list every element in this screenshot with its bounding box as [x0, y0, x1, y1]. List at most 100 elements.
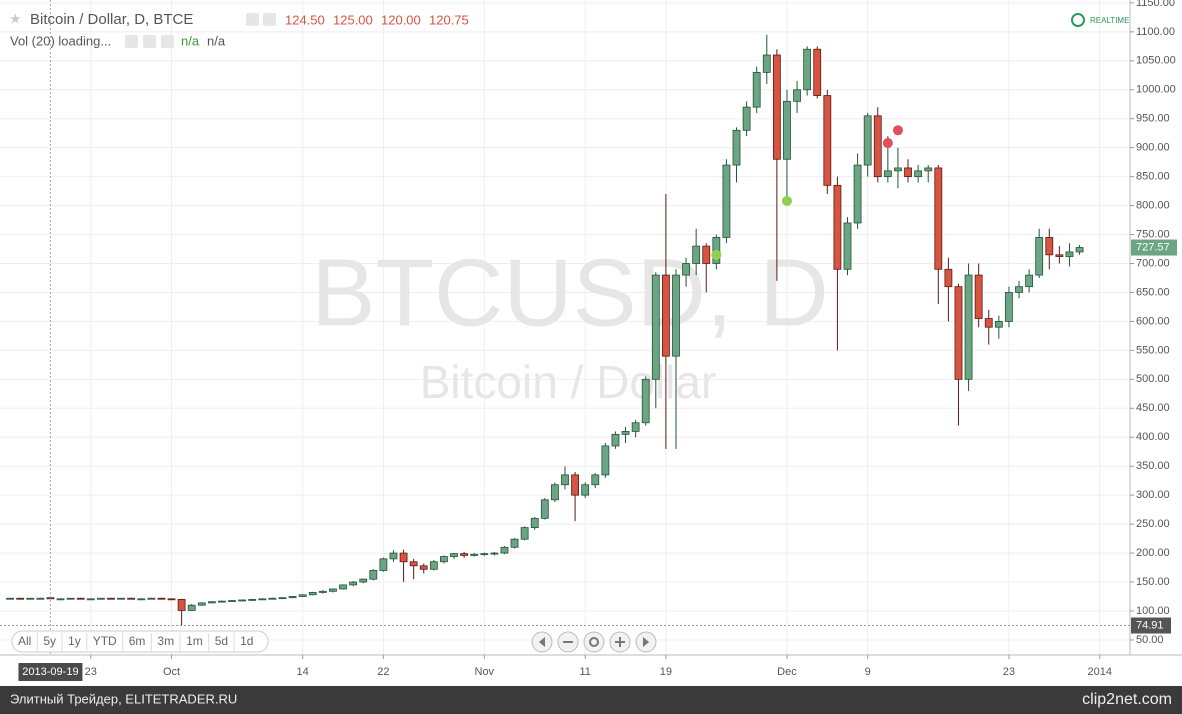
candle-body — [540, 499, 549, 519]
ohlc-open: 124.50 — [285, 12, 325, 27]
y-tick-label: 50.00 — [1136, 634, 1164, 646]
range-button[interactable]: All — [18, 634, 31, 648]
range-button[interactable]: 1m — [186, 634, 203, 648]
range-button[interactable]: 5y — [43, 634, 56, 648]
icon[interactable] — [246, 13, 259, 26]
candle-body — [147, 597, 156, 600]
icon — [563, 641, 573, 643]
ohlc-close: 120.75 — [429, 12, 469, 27]
icon[interactable] — [143, 35, 156, 48]
candle-body — [510, 538, 519, 548]
symbol-title: Bitcoin / Dollar, D, BTCE — [30, 11, 193, 28]
candle-body — [783, 100, 791, 160]
range-button[interactable]: 3m — [157, 634, 174, 648]
y-tick-label: 500.00 — [1136, 373, 1170, 385]
realtime-icon — [1071, 13, 1085, 27]
candle-body — [500, 546, 509, 554]
ohlc-low: 120.00 — [381, 12, 421, 27]
y-tick-label: 1100.00 — [1136, 26, 1175, 38]
y-tick-label: 200.00 — [1136, 547, 1170, 559]
candle-body — [722, 164, 731, 238]
candle-body — [318, 590, 327, 593]
icon — [643, 637, 649, 647]
candle-body — [823, 95, 832, 186]
candle-body — [379, 558, 388, 571]
candle-body — [591, 474, 600, 486]
low-label-box — [1131, 617, 1171, 634]
candle-body — [1005, 292, 1013, 322]
reset[interactable] — [583, 631, 605, 653]
y-tick-label: 950.00 — [1136, 113, 1170, 125]
y-tick-label: 350.00 — [1136, 460, 1170, 472]
candle-body — [66, 597, 75, 600]
x-tick-label: 11 — [579, 666, 590, 678]
x-tick-label: 19 — [660, 666, 672, 678]
candle-body — [207, 601, 216, 604]
candle-body — [248, 599, 257, 601]
signal-marker — [781, 195, 792, 206]
y-tick-label: 100.00 — [1136, 605, 1170, 617]
candle-body — [268, 597, 277, 600]
y-tick-label: 550.00 — [1136, 344, 1170, 356]
candle-body — [803, 48, 812, 91]
candle-body — [914, 170, 923, 178]
candle-body — [661, 274, 670, 357]
x-tick-label: 22 — [377, 666, 389, 678]
candle-body — [631, 422, 640, 432]
candle-body — [651, 274, 660, 380]
range-button[interactable]: 5d — [215, 634, 228, 648]
candle-body — [56, 598, 65, 601]
candle-body — [16, 597, 25, 600]
last-price-box — [1131, 239, 1177, 256]
y-tick-label: 250.00 — [1136, 518, 1170, 530]
crosshair-label-box — [18, 663, 83, 681]
candle-body — [419, 565, 428, 570]
x-tick-label: 23 — [1003, 666, 1015, 678]
candle-body — [399, 552, 408, 563]
candle-body — [732, 129, 741, 166]
candle-body — [369, 570, 378, 580]
candle-body — [228, 600, 236, 602]
low-label: 74.91 — [1136, 619, 1164, 631]
range-button[interactable]: 1y — [68, 634, 81, 648]
axes: 50.00 100.00 150.00 200.00 250.00 300.00 350.0… — [18, 0, 1177, 681]
candle-body — [863, 115, 872, 166]
candle-body — [692, 245, 701, 264]
y-tick-label: 900.00 — [1136, 142, 1170, 154]
candle-body — [238, 599, 247, 602]
candle-body — [772, 54, 781, 160]
candle-body — [641, 378, 650, 424]
candle-body — [601, 445, 610, 476]
star-icon[interactable]: ★ — [9, 11, 22, 27]
icon[interactable] — [263, 13, 276, 26]
range-button[interactable]: 1d — [240, 634, 253, 648]
watermark: BTCUSD, D — [311, 239, 828, 346]
ohlc-high: 125.00 — [333, 12, 373, 27]
candle-body — [278, 597, 287, 600]
candle-body — [470, 553, 479, 556]
y-tick-label: 1050.00 — [1136, 55, 1176, 67]
candle-body — [460, 553, 469, 556]
candle-body — [853, 164, 862, 224]
candle-body — [974, 274, 983, 319]
candle-body — [944, 268, 953, 288]
candle-body — [298, 594, 307, 597]
candle-body — [440, 556, 448, 563]
candle-body — [752, 71, 761, 108]
y-tick-label: 650.00 — [1136, 286, 1170, 298]
candle-body — [258, 598, 267, 601]
candle-body — [742, 106, 751, 131]
x-tick-label: 14 — [297, 666, 309, 678]
x-tick-label: Oct — [163, 666, 180, 678]
icon[interactable] — [161, 35, 174, 48]
candle-body — [1035, 237, 1044, 276]
candle-body — [157, 597, 166, 600]
icon[interactable] — [125, 35, 138, 48]
last-price-label: 727.57 — [1136, 241, 1170, 253]
watermark-sub: Bitcoin / Dollar — [420, 356, 717, 408]
range-button[interactable]: YTD — [93, 634, 117, 648]
x-tick-label: 23 — [85, 666, 97, 678]
range-button[interactable]: 6m — [129, 634, 146, 648]
signal-marker — [882, 138, 893, 149]
